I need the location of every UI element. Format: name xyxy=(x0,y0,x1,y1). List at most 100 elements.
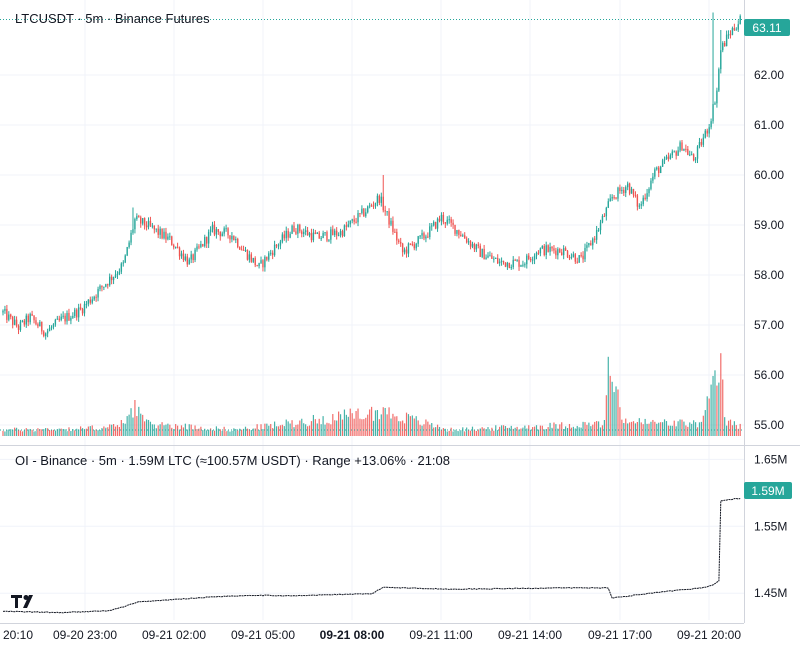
volume-bar xyxy=(712,375,714,436)
volume-bar xyxy=(570,427,573,436)
volume-bar xyxy=(454,429,456,436)
candle xyxy=(469,240,472,250)
candle-body xyxy=(374,203,377,206)
candle xyxy=(427,232,429,239)
volume-bar xyxy=(357,408,359,436)
candle xyxy=(382,175,384,213)
candle-body xyxy=(427,236,429,238)
volume-bar xyxy=(588,422,590,436)
candle xyxy=(735,27,738,31)
candle-body xyxy=(396,231,398,241)
candle xyxy=(683,148,685,152)
volume-bar xyxy=(400,421,402,436)
volume-bar xyxy=(737,428,739,436)
volume-bar xyxy=(390,418,392,436)
candle xyxy=(79,303,82,311)
candle-body xyxy=(89,299,91,303)
volume-bar xyxy=(95,429,97,436)
volume-bar xyxy=(681,419,683,436)
time-tick-label: 09-21 08:00 xyxy=(320,628,385,642)
volume-bar xyxy=(223,426,225,436)
candle-body xyxy=(421,233,423,236)
candle-body xyxy=(43,331,45,337)
volume-bar xyxy=(576,425,578,436)
candle xyxy=(357,210,359,227)
candle xyxy=(312,228,315,243)
candle-body xyxy=(712,104,714,122)
candle-body xyxy=(526,255,528,265)
volume-bar xyxy=(262,429,264,436)
volume-bar xyxy=(541,425,543,436)
candle xyxy=(297,223,299,239)
candle xyxy=(708,124,710,138)
candle-body xyxy=(417,236,419,244)
candle-body xyxy=(477,244,479,246)
candle-body xyxy=(702,137,705,145)
candle-body xyxy=(347,224,350,227)
candle-body xyxy=(248,254,251,260)
volume-bar xyxy=(279,425,282,436)
candle xyxy=(283,230,285,241)
candle xyxy=(91,296,93,305)
candle-body xyxy=(491,255,493,259)
candle xyxy=(291,224,293,235)
candle xyxy=(66,310,68,325)
candle-body xyxy=(731,28,734,35)
candle-body xyxy=(646,193,648,200)
candle-body xyxy=(153,225,156,230)
candle-body xyxy=(58,318,60,321)
volume-bar xyxy=(231,430,233,436)
candle-body xyxy=(81,308,84,314)
candle-body xyxy=(652,176,654,181)
volume-bar xyxy=(499,426,501,436)
candle-body xyxy=(281,234,284,242)
candle xyxy=(147,217,150,230)
candle xyxy=(518,256,520,271)
volume-bar xyxy=(590,426,592,436)
candle-body xyxy=(582,255,584,260)
candle xyxy=(29,312,31,325)
volume-bar xyxy=(23,430,25,436)
candle xyxy=(487,252,489,259)
volume-bar xyxy=(623,423,625,436)
candle xyxy=(337,232,340,237)
candle xyxy=(109,273,111,287)
candle xyxy=(462,233,464,237)
volume-bar xyxy=(518,429,520,436)
candle xyxy=(151,222,154,229)
candle-body xyxy=(240,249,243,251)
candle-body xyxy=(706,130,708,134)
volume-bar xyxy=(537,429,540,436)
candle xyxy=(663,156,666,164)
candle-body xyxy=(644,197,646,200)
candle-body xyxy=(167,236,169,240)
oi-chart xyxy=(2,497,741,614)
volume-bar xyxy=(107,427,109,436)
candle xyxy=(514,258,516,261)
candle xyxy=(184,253,187,262)
candle-body xyxy=(258,263,260,267)
volume-bar xyxy=(275,426,278,436)
candle xyxy=(659,165,662,174)
candle-body xyxy=(270,252,272,254)
volume-bar xyxy=(316,423,318,436)
volume-bar xyxy=(652,419,654,436)
candle xyxy=(169,232,171,241)
candle-body xyxy=(101,285,103,288)
candle xyxy=(233,235,235,241)
volume-bar xyxy=(609,375,611,436)
candle-body xyxy=(570,256,573,259)
candle xyxy=(68,308,70,321)
volume-bar xyxy=(2,430,4,436)
candle-body xyxy=(291,225,293,234)
candle-body xyxy=(363,208,365,217)
volume-bar xyxy=(128,414,130,436)
candle-body xyxy=(244,249,247,251)
candle xyxy=(601,214,604,224)
volume-bar xyxy=(120,419,122,436)
candle xyxy=(716,87,718,108)
candle-body xyxy=(737,24,739,30)
candle xyxy=(293,222,295,233)
volume-bar xyxy=(167,423,169,436)
